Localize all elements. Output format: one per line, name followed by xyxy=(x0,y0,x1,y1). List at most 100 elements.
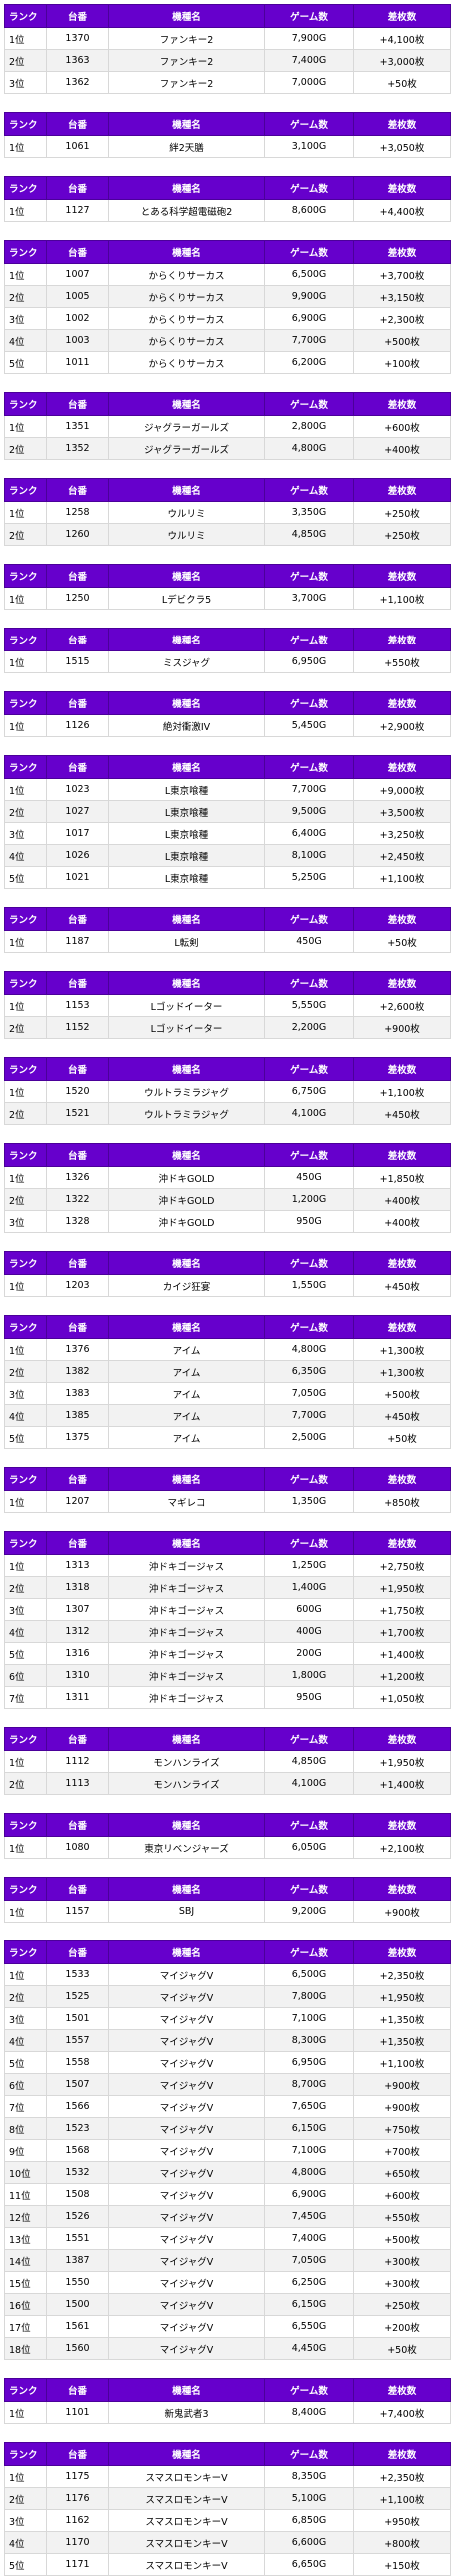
game-count-cell: 7,650G xyxy=(264,2095,354,2118)
header-rank: ランク xyxy=(4,2442,47,2466)
machine-name-cell: L東京喰種 xyxy=(108,800,265,823)
machine-name-cell: アイム xyxy=(108,1426,265,1449)
payout-difference-cell: +550枚 xyxy=(353,650,451,673)
rank-cell: 2位 xyxy=(4,2487,47,2510)
table-header-row: ランク 台番 機種名 ゲーム数 差枚数 xyxy=(4,4,451,28)
game-count-cell: 2,800G xyxy=(264,415,354,438)
payout-difference-cell: +250枚 xyxy=(353,501,451,524)
game-count-cell: 6,050G xyxy=(264,1836,354,1859)
rank-cell: 11位 xyxy=(4,2183,47,2206)
table-header-row: ランク 台番 機種名 ゲーム数 差枚数 xyxy=(4,1143,451,1167)
unit-number-cell: 1500 xyxy=(46,2293,109,2316)
machine-name-cell: モンハンライズ xyxy=(108,1750,265,1773)
unit-number-cell: 1532 xyxy=(46,2161,109,2184)
table-row: 1位 1126 絶対衝激IV 5,450G +2,900枚 xyxy=(4,714,451,737)
game-count-cell: 8,400G xyxy=(264,2401,354,2424)
machine-name-cell: 沖ドキゴージャス xyxy=(108,1620,265,1643)
rank-cell: 5位 xyxy=(4,1426,47,1449)
table-row: 9位 1568 マイジャグV 7,100G +700枚 xyxy=(4,2139,451,2162)
payout-difference-cell: +2,350枚 xyxy=(353,1963,451,1986)
table-row: 5位 1011 からくりサーカス 6,200G +100枚 xyxy=(4,351,451,374)
unit-number-cell: 1026 xyxy=(46,844,109,867)
game-count-cell: 2,500G xyxy=(264,1426,354,1449)
machine-name-cell: ウルトラミラジャグ xyxy=(108,1080,265,1103)
table-row: 3位 1162 スマスロモンキーV 6,850G +950枚 xyxy=(4,2509,451,2532)
game-count-cell: 4,800G xyxy=(264,1338,354,1361)
game-count-cell: 6,500G xyxy=(264,1963,354,1986)
machine-name-cell: ファンキー2 xyxy=(108,71,265,94)
table-row: 16位 1500 マイジャグV 6,150G +250枚 xyxy=(4,2293,451,2316)
unit-number-cell: 1550 xyxy=(46,2271,109,2294)
rank-cell: 3位 xyxy=(4,1598,47,1621)
payout-difference-cell: +1,850枚 xyxy=(353,1166,451,1189)
header-rank: ランク xyxy=(4,2378,47,2402)
table-row: 11位 1508 マイジャグV 6,900G +600枚 xyxy=(4,2183,451,2206)
rank-cell: 3位 xyxy=(4,1382,47,1405)
header-machine-name: 機種名 xyxy=(108,564,265,588)
machine-name-cell: 沖ドキGOLD xyxy=(108,1188,265,1211)
game-count-cell: 7,400G xyxy=(264,2227,354,2250)
game-count-cell: 5,250G xyxy=(264,866,354,889)
header-payout-difference: 差枚数 xyxy=(353,1251,451,1275)
ranking-table: ランク 台番 機種名 ゲーム数 差枚数 1位 1175 スマスロモンキーV 8,350G +2,3… xyxy=(4,2442,451,2576)
machine-name-cell: 沖ドキGOLD xyxy=(108,1166,265,1189)
payout-difference-cell: +700枚 xyxy=(353,2139,451,2162)
ranking-table: ランク 台番 機種名 ゲーム数 差枚数 1位 1127 とある科学超電磁砲2 8,600G +4,… xyxy=(4,176,451,222)
rank-cell: 4位 xyxy=(4,2029,47,2052)
game-count-cell: 1,350G xyxy=(264,1490,354,1513)
header-game-count: ゲーム数 xyxy=(264,1467,354,1491)
table-row: 1位 1023 L東京喰種 7,700G +9,000枚 xyxy=(4,778,451,801)
header-rank: ランク xyxy=(4,1813,47,1837)
machine-name-cell: ミスジャグ xyxy=(108,650,265,673)
header-unit-number: 台番 xyxy=(46,240,109,264)
rank-cell: 2位 xyxy=(4,49,47,72)
ranking-table: ランク 台番 機種名 ゲーム数 差枚数 1位 1203 カイジ狂宴 1,550G +450枚 xyxy=(4,1251,451,1297)
game-count-cell: 4,100G xyxy=(264,1772,354,1795)
table-row: 1位 1258 ウルリミ 3,350G +250枚 xyxy=(4,501,451,524)
table-row: 5位 1171 スマスロモンキーV 6,650G +150枚 xyxy=(4,2553,451,2576)
payout-difference-cell: +1,750枚 xyxy=(353,1598,451,1621)
header-unit-number: 台番 xyxy=(46,755,109,779)
machine-name-cell: マイジャグV xyxy=(108,2051,265,2074)
game-count-cell: 6,850G xyxy=(264,2509,354,2532)
payout-difference-cell: +500枚 xyxy=(353,2227,451,2250)
machine-name-cell: アイム xyxy=(108,1338,265,1361)
rank-cell: 2位 xyxy=(4,1360,47,1383)
game-count-cell: 4,450G xyxy=(264,2337,354,2360)
machine-name-cell: スマスロモンキーV xyxy=(108,2509,265,2532)
header-game-count: ゲーム数 xyxy=(264,1940,354,1964)
table-header-row: ランク 台番 機種名 ゲーム数 差枚数 xyxy=(4,1877,451,1901)
unit-number-cell: 1362 xyxy=(46,71,109,94)
header-unit-number: 台番 xyxy=(46,691,109,715)
table-row: 13位 1551 マイジャグV 7,400G +500枚 xyxy=(4,2227,451,2250)
header-game-count: ゲーム数 xyxy=(264,1877,354,1901)
rank-cell: 1位 xyxy=(4,587,47,610)
game-count-cell: 8,100G xyxy=(264,844,354,867)
table-header-row: ランク 台番 機種名 ゲーム数 差枚数 xyxy=(4,1057,451,1081)
machine-name-cell: 沖ドキゴージャス xyxy=(108,1554,265,1577)
ranking-table: ランク 台番 機種名 ゲーム数 差枚数 1位 1250 Lデビクラ5 3,700G +1,100枚 xyxy=(4,564,451,610)
game-count-cell: 6,400G xyxy=(264,822,354,845)
game-count-cell: 5,550G xyxy=(264,994,354,1017)
game-count-cell: 950G xyxy=(264,1210,354,1233)
unit-number-cell: 1507 xyxy=(46,2073,109,2096)
game-count-cell: 1,250G xyxy=(264,1554,354,1577)
table-row: 1位 1203 カイジ狂宴 1,550G +450枚 xyxy=(4,1274,451,1297)
header-machine-name: 機種名 xyxy=(108,1251,265,1275)
ranking-table: ランク 台番 機種名 ゲーム数 差枚数 1位 1157 SBJ 9,200G +900枚 xyxy=(4,1877,451,1923)
rank-cell: 1位 xyxy=(4,650,47,673)
machine-name-cell: マイジャグV xyxy=(108,2249,265,2272)
payout-difference-cell: +500枚 xyxy=(353,329,451,352)
header-payout-difference: 差枚数 xyxy=(353,240,451,264)
machine-name-cell: マイジャグV xyxy=(108,2073,265,2096)
payout-difference-cell: +1,100枚 xyxy=(353,587,451,610)
game-count-cell: 4,800G xyxy=(264,2161,354,2184)
header-payout-difference: 差枚数 xyxy=(353,176,451,200)
rank-cell: 5位 xyxy=(4,2553,47,2576)
unit-number-cell: 1533 xyxy=(46,1963,109,1986)
header-payout-difference: 差枚数 xyxy=(353,1143,451,1167)
table-row: 1位 1313 沖ドキゴージャス 1,250G +2,750枚 xyxy=(4,1554,451,1577)
game-count-cell: 9,500G xyxy=(264,800,354,823)
header-game-count: ゲーム数 xyxy=(264,1813,354,1837)
payout-difference-cell: +250枚 xyxy=(353,523,451,546)
